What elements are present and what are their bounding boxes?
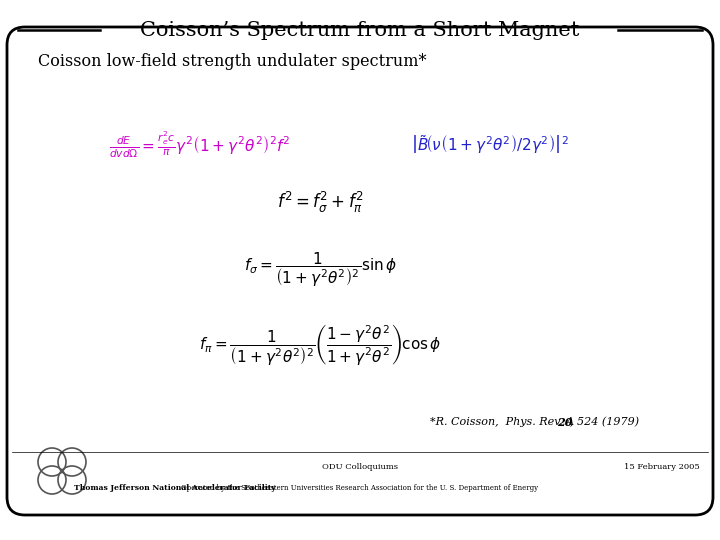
Text: Operated by the Southeastern Universities Research Association for the U. S. Dep: Operated by the Southeastern Universitie… (181, 484, 539, 492)
FancyBboxPatch shape (7, 27, 713, 515)
Text: , 524 (1979): , 524 (1979) (570, 417, 639, 427)
Text: 15 February 2005: 15 February 2005 (624, 463, 700, 471)
Text: $\left|\tilde{B}\!\left(\nu\left(1+\gamma^2\theta^2\right)/2\gamma^2\right)\righ: $\left|\tilde{B}\!\left(\nu\left(1+\gamm… (411, 133, 569, 157)
Text: ODU Colloquiums: ODU Colloquiums (322, 463, 398, 471)
Text: 20: 20 (557, 416, 572, 428)
Text: Coisson’s Spectrum from a Short Magnet: Coisson’s Spectrum from a Short Magnet (140, 21, 580, 39)
Text: $f_\sigma = \dfrac{1}{\left(1+\gamma^2\theta^2\right)^2}\sin\phi$: $f_\sigma = \dfrac{1}{\left(1+\gamma^2\t… (243, 251, 397, 289)
Text: Coisson low-field strength undulater spectrum*: Coisson low-field strength undulater spe… (38, 53, 426, 71)
Text: *R. Coisson,  Phys. Rev. A: *R. Coisson, Phys. Rev. A (430, 417, 577, 427)
Text: $\frac{dE}{dv d\Omega} = \frac{r_e^2 c}{\pi}\gamma^2 \left(1+\gamma^2\theta^2\ri: $\frac{dE}{dv d\Omega} = \frac{r_e^2 c}{… (109, 130, 291, 160)
Text: $f^2 = f_\sigma^2 + f_\pi^2$: $f^2 = f_\sigma^2 + f_\pi^2$ (276, 190, 364, 214)
Text: Thomas Jefferson National Accelerator Facility: Thomas Jefferson National Accelerator Fa… (74, 484, 276, 492)
Text: $f_\pi = \dfrac{1}{\left(1+\gamma^2\theta^2\right)^2}\left(\dfrac{1-\gamma^2\the: $f_\pi = \dfrac{1}{\left(1+\gamma^2\thet… (199, 322, 441, 368)
